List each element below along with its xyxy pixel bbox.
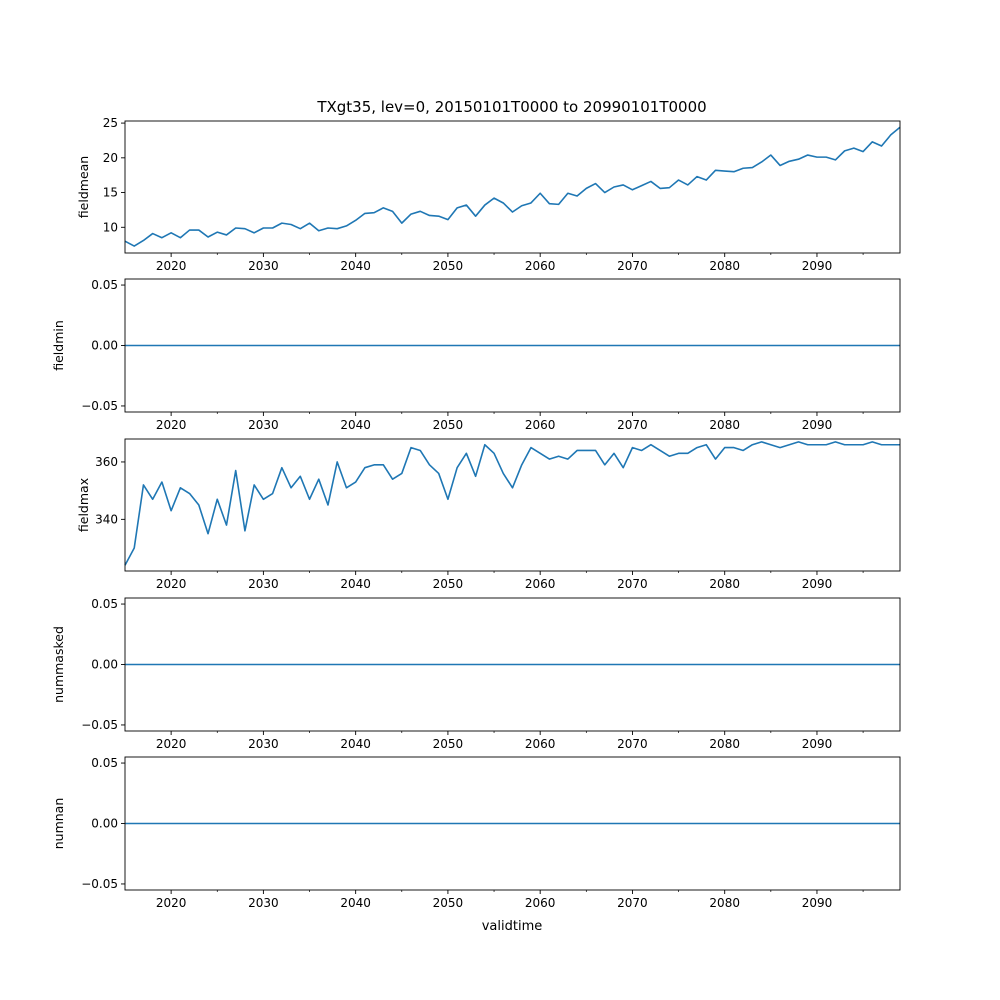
fieldmean-x-tick-label: 2080: [709, 259, 740, 273]
fieldmean-y-tick-label: 10: [103, 220, 118, 234]
fieldmin-x-tick-label: 2060: [525, 418, 556, 432]
fieldmax-y-tick-label: 360: [95, 455, 118, 469]
nummasked-y-axis-label: nummasked: [51, 626, 66, 703]
fieldmean-y-tick-label: 15: [103, 186, 118, 200]
fieldmax-x-tick-label: 2080: [709, 577, 740, 591]
fieldmax-x-tick-label: 2090: [802, 577, 833, 591]
fieldmin-x-tick-label: 2070: [617, 418, 648, 432]
numnan-x-tick-label: 2070: [617, 896, 648, 910]
nummasked-x-tick-label: 2070: [617, 737, 648, 751]
nummasked-y-tick-label: −0.05: [81, 718, 118, 732]
numnan-y-tick-label: −0.05: [81, 877, 118, 891]
fieldmean-y-axis-label: fieldmean: [76, 156, 91, 218]
numnan-y-axis-label: numnan: [51, 798, 66, 850]
nummasked-y-tick-label: 0.00: [91, 658, 118, 672]
fieldmean-x-tick-label: 2020: [156, 259, 187, 273]
fieldmin-x-tick-label: 2080: [709, 418, 740, 432]
fieldmax-x-tick-label: 2070: [617, 577, 648, 591]
fieldmax-x-tick-label: 2020: [156, 577, 187, 591]
fieldmin-x-tick-label: 2030: [248, 418, 279, 432]
fieldmean-x-tick-label: 2040: [340, 259, 371, 273]
panel-fieldmin: 2020 2030 2040 2050 2060 2070 2080 2090 −0.05 0.0…: [51, 278, 901, 432]
panel-fieldmax: 2020 2030 2040 2050 2060 2070 2080 2090 340 360 fi…: [76, 438, 901, 591]
fieldmean-y-tick-label: 25: [103, 116, 118, 130]
nummasked-x-tick-label: 2050: [433, 737, 464, 751]
numnan-y-tick-label: 0.00: [91, 817, 118, 831]
numnan-x-tick-label: 2050: [433, 896, 464, 910]
fieldmin-y-tick-label: 0.05: [91, 278, 118, 292]
panel-nummasked: 2020 2030 2040 2050 2060 2070 2080 2090 −0.05 0.0…: [51, 597, 901, 751]
fieldmax-y-axis-label: fieldmax: [76, 478, 91, 532]
nummasked-x-tick-label: 2090: [802, 737, 833, 751]
fieldmin-y-axis-label: fieldmin: [51, 320, 66, 371]
fieldmean-x-tick-label: 2070: [617, 259, 648, 273]
numnan-x-tick-label: 2030: [248, 896, 279, 910]
panel-fieldmean: 2020 2030 2040 2050 2060 2070 2080 2090 10 15 20 25…: [76, 116, 901, 273]
fieldmean-x-tick-label: 2090: [802, 259, 833, 273]
nummasked-x-tick-label: 2060: [525, 737, 556, 751]
numnan-x-tick-label: 2080: [709, 896, 740, 910]
fieldmean-x-tick-label: 2060: [525, 259, 556, 273]
panel-numnan: 2020 2030 2040 2050 2060 2070 2080 2090 −0.05 0.0…: [51, 756, 901, 910]
fieldmean-x-tick-label: 2030: [248, 259, 279, 273]
fieldmax-axes-frame: [124, 438, 901, 572]
numnan-x-tick-label: 2040: [340, 896, 371, 910]
x-axis-label: validtime: [482, 919, 543, 934]
fieldmean-axes-frame: [124, 120, 901, 254]
figure-title: TXgt35, lev=0, 20150101T0000 to 20990101…: [316, 98, 706, 116]
fieldmin-x-tick-label: 2020: [156, 418, 187, 432]
numnan-y-tick-label: 0.05: [91, 756, 118, 770]
fieldmean-y-tick-label: 20: [103, 151, 118, 165]
nummasked-x-tick-label: 2030: [248, 737, 279, 751]
numnan-x-tick-label: 2060: [525, 896, 556, 910]
fieldmax-series-line: [124, 441, 900, 566]
fieldmin-y-tick-label: 0.00: [91, 339, 118, 353]
fieldmax-x-tick-label: 2030: [248, 577, 279, 591]
fieldmax-x-tick-label: 2060: [525, 577, 556, 591]
fieldmin-x-tick-label: 2050: [433, 418, 464, 432]
fieldmin-x-tick-label: 2040: [340, 418, 371, 432]
numnan-x-tick-label: 2090: [802, 896, 833, 910]
fieldmin-y-tick-label: −0.05: [81, 399, 118, 413]
fieldmean-series-line: [124, 126, 901, 247]
nummasked-x-tick-label: 2040: [340, 737, 371, 751]
fieldmax-y-tick-label: 340: [95, 512, 118, 526]
fieldmax-x-tick-label: 2040: [340, 577, 371, 591]
nummasked-x-tick-label: 2080: [709, 737, 740, 751]
fieldmin-x-tick-label: 2090: [802, 418, 833, 432]
numnan-x-tick-label: 2020: [156, 896, 187, 910]
nummasked-y-tick-label: 0.05: [91, 597, 118, 611]
fieldmean-x-tick-label: 2050: [433, 259, 464, 273]
fieldmax-x-tick-label: 2050: [433, 577, 464, 591]
nummasked-x-tick-label: 2020: [156, 737, 187, 751]
